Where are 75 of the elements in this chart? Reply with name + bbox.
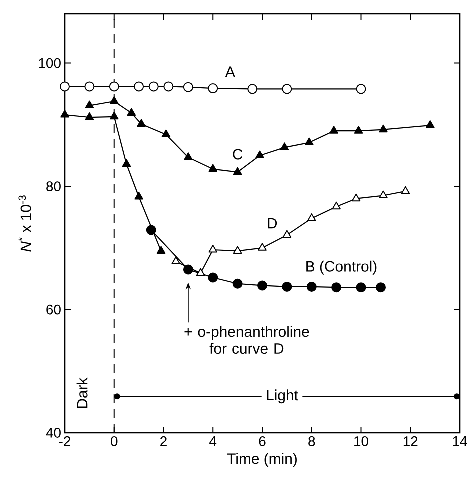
point (208, 272, 218, 283)
x-tick-label: 6 (259, 436, 266, 446)
point (258, 243, 267, 251)
y-axis-title: N$^{*}$ x 10$^{-3}$ (18, 196, 32, 252)
point (282, 230, 292, 238)
point (183, 82, 194, 92)
y-tick-label: 80 (46, 182, 61, 192)
point (110, 112, 119, 120)
y-tick-label: 60 (46, 304, 61, 315)
point (304, 138, 314, 146)
point (148, 82, 159, 92)
annotation: D (268, 218, 278, 229)
x-axis-title: Time (min) (227, 453, 297, 468)
point (352, 194, 361, 202)
x-tick-label: 12 (404, 436, 418, 446)
point (146, 225, 156, 236)
point (376, 282, 386, 293)
point (330, 126, 338, 134)
point (354, 126, 364, 134)
point (282, 84, 292, 94)
point (110, 96, 119, 104)
point (134, 192, 144, 200)
point (109, 82, 120, 92)
point (379, 190, 388, 199)
point (332, 202, 341, 210)
point (280, 142, 290, 150)
point (162, 130, 171, 138)
point (84, 82, 95, 92)
point (122, 159, 132, 168)
point (196, 268, 206, 276)
annotation: + o-phenanthroline for curve D (184, 326, 310, 354)
point (208, 244, 218, 253)
point (208, 164, 218, 172)
point (306, 282, 317, 292)
point (85, 112, 94, 120)
annotation: A (225, 66, 236, 78)
point (183, 264, 194, 275)
point (233, 167, 242, 176)
point (257, 280, 268, 291)
point (248, 84, 258, 94)
point (332, 282, 342, 293)
point (60, 82, 70, 92)
y-tick-label: 100 (39, 58, 61, 68)
x-tick-label: 10 (354, 436, 368, 446)
point (60, 110, 70, 118)
point (127, 108, 136, 116)
x-tick-label: 2 (160, 436, 167, 446)
x-tick-label: 8 (308, 436, 316, 446)
point (307, 214, 316, 222)
point (356, 282, 366, 293)
point (137, 119, 146, 128)
x-tick-label: -2 (59, 436, 70, 446)
x-tick-label: 14 (453, 436, 468, 446)
point (356, 84, 366, 94)
point (134, 82, 144, 92)
y-tick-label: 40 (46, 428, 61, 438)
point (156, 246, 166, 254)
point (401, 186, 410, 194)
point (426, 120, 435, 128)
point (184, 152, 193, 160)
point (172, 256, 180, 264)
annotation: C (233, 149, 243, 160)
point (232, 278, 243, 289)
annotation: Dark (76, 378, 88, 408)
x-tick-label: 0 (111, 436, 118, 446)
point (208, 84, 218, 94)
point (85, 100, 94, 109)
annotation: Light (267, 390, 298, 404)
point (233, 246, 242, 254)
x-tick-label: 4 (210, 436, 217, 446)
point (256, 150, 264, 158)
annotation: B (Control) (306, 260, 377, 275)
point (164, 82, 174, 92)
point (282, 282, 292, 292)
point (379, 124, 388, 133)
